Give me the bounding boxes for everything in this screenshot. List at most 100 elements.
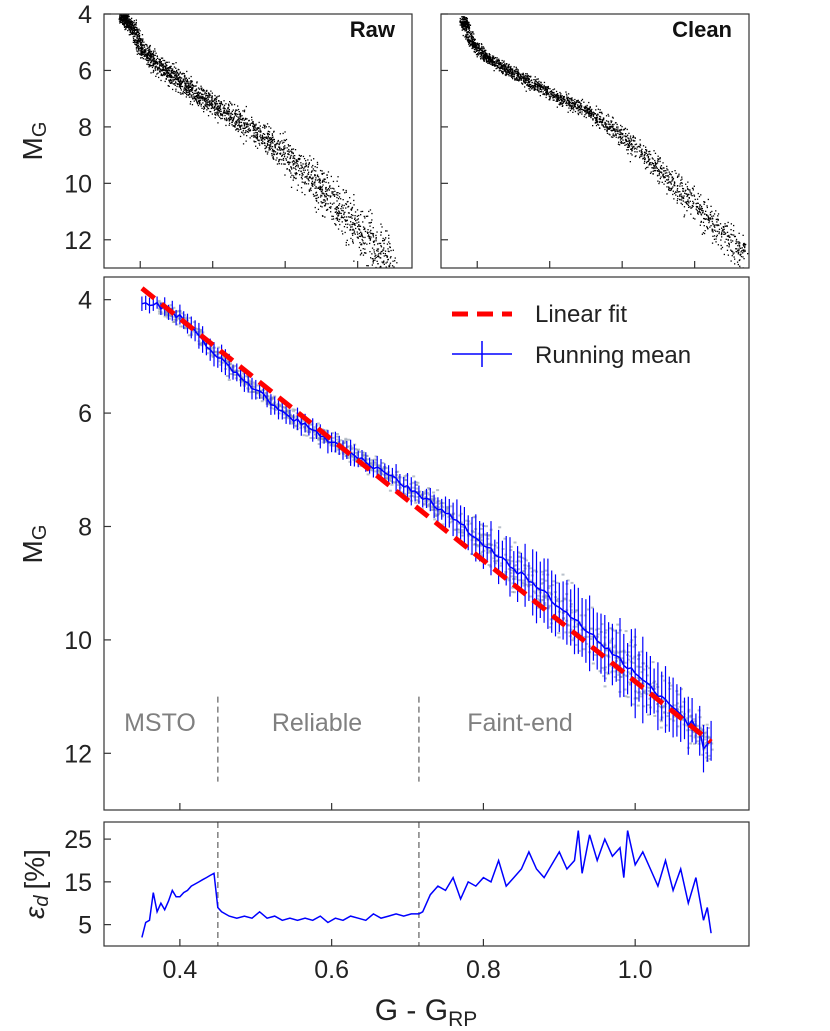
scatter-point [387,250,389,252]
scatter-point [348,216,350,218]
scatter-point [315,179,317,181]
scatter-point [462,21,464,24]
scatter-point [180,85,182,87]
scatter-point [187,82,189,84]
scatter-point [322,215,324,217]
scatter-point [220,108,222,110]
scatter-point [343,212,345,214]
scatter-point [136,44,138,46]
scatter-point [472,41,474,43]
scatter-point [374,259,376,261]
scatter-point [248,129,250,131]
scatter-point [129,22,131,24]
scatter-point [125,17,127,20]
scatter-point [256,138,258,140]
scatter-point [166,67,168,69]
density-cell [548,591,552,594]
scatter-point [338,210,340,212]
scatter-point [588,115,590,117]
scatter-point [629,137,632,139]
scatter-point [198,96,200,98]
scatter-point [385,237,387,239]
scatter-point [578,101,581,103]
scatter-point [155,75,157,77]
scatter-point [676,188,679,190]
scatter-point [376,248,378,250]
scatter-point [652,173,654,175]
scatter-point [700,208,702,210]
scatter-point [241,115,243,117]
scatter-point [130,19,132,21]
scatter-point [341,206,343,208]
scatter-point [473,41,475,44]
scatter-point [228,120,230,122]
scatter-point [237,128,239,130]
scatter-point [592,119,594,121]
scatter-point [524,80,526,82]
scatter-point [292,164,294,166]
density-cell [300,420,304,423]
scatter-point [613,135,615,137]
scatter-point [654,170,656,172]
scatter-point [468,43,470,45]
scatter-point [203,100,206,102]
scatter-point [138,32,141,35]
scatter-point [488,58,490,60]
scatter-point [270,145,272,147]
scatter-point [525,75,527,77]
scatter-point [533,87,536,89]
scatter-point [220,102,222,105]
scatter-point [206,109,208,111]
scatter-point [185,90,188,92]
scatter-point [255,124,257,126]
scatter-point [181,85,184,88]
scatter-point [289,145,291,147]
scatter-point [669,189,671,192]
scatter-point [138,41,140,43]
scatter-point [140,49,142,51]
scatter-point [382,249,384,251]
scatter-point [655,167,657,169]
scatter-point [687,195,689,197]
scatter-point [130,22,133,24]
scatter-point [236,119,239,121]
scatter-point [563,101,565,103]
scatter-point [743,243,745,245]
scatter-point [537,78,539,80]
scatter-point [615,128,617,130]
scatter-point [625,135,627,137]
scatter-point [466,35,468,37]
scatter-point [163,74,165,76]
scatter-point [173,78,176,81]
scatter-point [319,186,321,188]
scatter-point [531,85,533,88]
scatter-point [384,250,387,252]
scatter-point [535,80,537,83]
scatter-point [526,78,528,80]
scatter-point [180,77,182,79]
scatter-point [369,251,371,253]
scatter-point [676,189,678,191]
scatter-point [736,261,739,263]
scatter-point [572,99,574,102]
scatter-point [632,139,634,141]
scatter-point [687,204,690,206]
scatter-point [129,31,131,33]
scatter-point [266,153,269,155]
scatter-point [215,101,218,103]
scatter-point [571,103,573,105]
scatter-point [283,156,286,158]
scatter-point [242,143,245,145]
scatter-point [503,65,505,67]
scatter-point [538,84,540,87]
scatter-point [698,208,700,210]
scatter-point [336,200,338,202]
scatter-point [173,73,176,75]
scatter-point [699,204,701,206]
scatter-point [359,225,362,227]
scatter-point [290,167,292,169]
scatter-point [541,83,543,86]
scatter-point [219,116,221,118]
scatter-point [503,64,505,66]
scatter-point [566,95,568,97]
